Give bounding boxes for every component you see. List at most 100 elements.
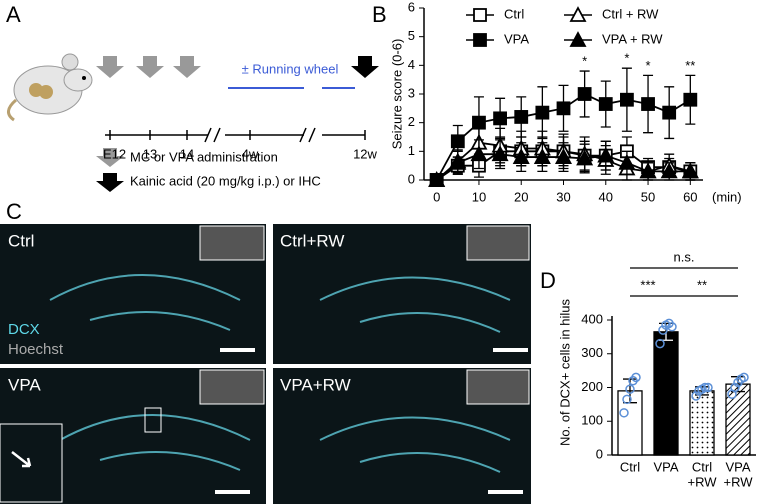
y-tick-label: 0: [596, 446, 603, 461]
significance: *: [624, 51, 629, 66]
image-label: VPA+RW: [280, 375, 351, 394]
data-point: [700, 382, 710, 393]
panel-a: A ± Running wheel E12 13 14 4w 12w: [6, 2, 379, 192]
marker: [681, 162, 699, 179]
x-tick-label: +RW: [723, 474, 753, 489]
marker: [662, 105, 677, 120]
legend-label: VPA + RW: [602, 31, 663, 46]
data-point: [658, 325, 668, 335]
y-tick-label: 5: [408, 28, 415, 43]
y-tick-label: 4: [408, 57, 415, 72]
x-tick-label: +RW: [687, 474, 717, 489]
image-label: Ctrl+RW: [280, 231, 344, 250]
micrographs: [0, 224, 531, 504]
marker: [470, 145, 488, 162]
y-tick-label: 100: [581, 413, 603, 428]
timeline-label: E12: [103, 146, 126, 161]
marker: [512, 148, 530, 164]
panel-letter: D: [540, 268, 556, 293]
marker: [618, 153, 636, 170]
significance: **: [697, 277, 707, 292]
marker: [429, 173, 444, 187]
marker: [641, 97, 655, 111]
marker: [683, 92, 698, 107]
marker: [556, 101, 571, 116]
data-point: [730, 382, 740, 393]
marker: [576, 149, 594, 166]
legend-marker: [473, 33, 487, 47]
marker: [598, 97, 613, 111]
marker: [639, 162, 657, 179]
timeline-label: 13: [143, 146, 157, 161]
data-point: [703, 382, 713, 393]
marker: [535, 105, 550, 120]
marker: [620, 92, 634, 107]
x-tick-label: VPA: [725, 459, 750, 474]
x-tick-label: 60: [683, 189, 697, 204]
y-tick-label: 300: [581, 345, 603, 360]
x-tick-label: 20: [514, 189, 528, 204]
marker: [491, 145, 509, 162]
significance: **: [685, 58, 695, 73]
y-axis-label: No. of DCX+ cells in hilus: [557, 298, 572, 446]
bar: [653, 331, 679, 456]
wheel-label: ± Running wheel: [242, 61, 339, 76]
marker: [449, 153, 467, 170]
stain-label: Hoechst: [8, 341, 64, 358]
data-point: [655, 338, 665, 349]
panel-letter: A: [6, 2, 21, 27]
marker: [660, 162, 678, 179]
marker: [597, 146, 615, 163]
x-tick-label: 50: [641, 189, 655, 204]
y-tick-label: 400: [581, 311, 603, 326]
mouse-icon: [7, 53, 93, 122]
data-point: [622, 394, 632, 405]
x-tick-label: 0: [433, 189, 440, 204]
y-tick-label: 6: [408, 0, 415, 14]
bar: [689, 390, 715, 456]
data-point: [631, 372, 641, 383]
y-tick-label: 1: [408, 143, 415, 158]
y-tick-label: 200: [581, 379, 603, 394]
image-label: VPA: [8, 375, 41, 394]
legend-label: Ctrl + RW: [602, 6, 659, 21]
x-tick-label: Ctrl: [692, 459, 712, 474]
timeline-label: 12w: [353, 146, 377, 161]
legend-text: MC or VPA administration: [130, 149, 278, 164]
x-tick-label: 40: [599, 189, 613, 204]
timeline-label: 14: [180, 146, 194, 161]
legend-marker: [569, 31, 587, 47]
image-label: Ctrl: [8, 231, 34, 250]
significance: ***: [640, 277, 655, 292]
significance: n.s.: [674, 249, 695, 264]
y-axis-label: Seizure score (0-6): [389, 39, 404, 150]
timeline-label: 4w: [242, 146, 259, 161]
stain-label: DCX: [8, 321, 40, 338]
legend-marker: [473, 8, 487, 22]
panel-letter: C: [6, 199, 22, 224]
x-tick-label: Ctrl: [620, 459, 640, 474]
x-tick-label: VPA: [653, 459, 678, 474]
x-tick-label: 30: [556, 189, 570, 204]
bar: [725, 383, 751, 456]
significance: *: [582, 54, 587, 69]
data-point: [691, 391, 701, 401]
marker: [450, 134, 465, 149]
significance: *: [646, 58, 651, 73]
marker: [533, 148, 551, 164]
marker: [577, 87, 592, 101]
y-tick-label: 0: [408, 171, 415, 186]
legend-label: Ctrl: [504, 6, 524, 21]
panel-c: C Ctrl Ctrl+RW VPA VPA+RW DCX: [0, 199, 531, 504]
marker: [472, 115, 486, 130]
y-tick-label: 3: [408, 85, 415, 100]
data-point: [625, 384, 635, 394]
x-tick-label: 10: [472, 189, 486, 204]
timeline: [105, 87, 366, 143]
x-axis-label: (min): [712, 189, 742, 204]
marker: [554, 148, 573, 164]
marker: [493, 111, 507, 126]
panel-letter: B: [372, 2, 387, 27]
marker: [514, 110, 529, 124]
